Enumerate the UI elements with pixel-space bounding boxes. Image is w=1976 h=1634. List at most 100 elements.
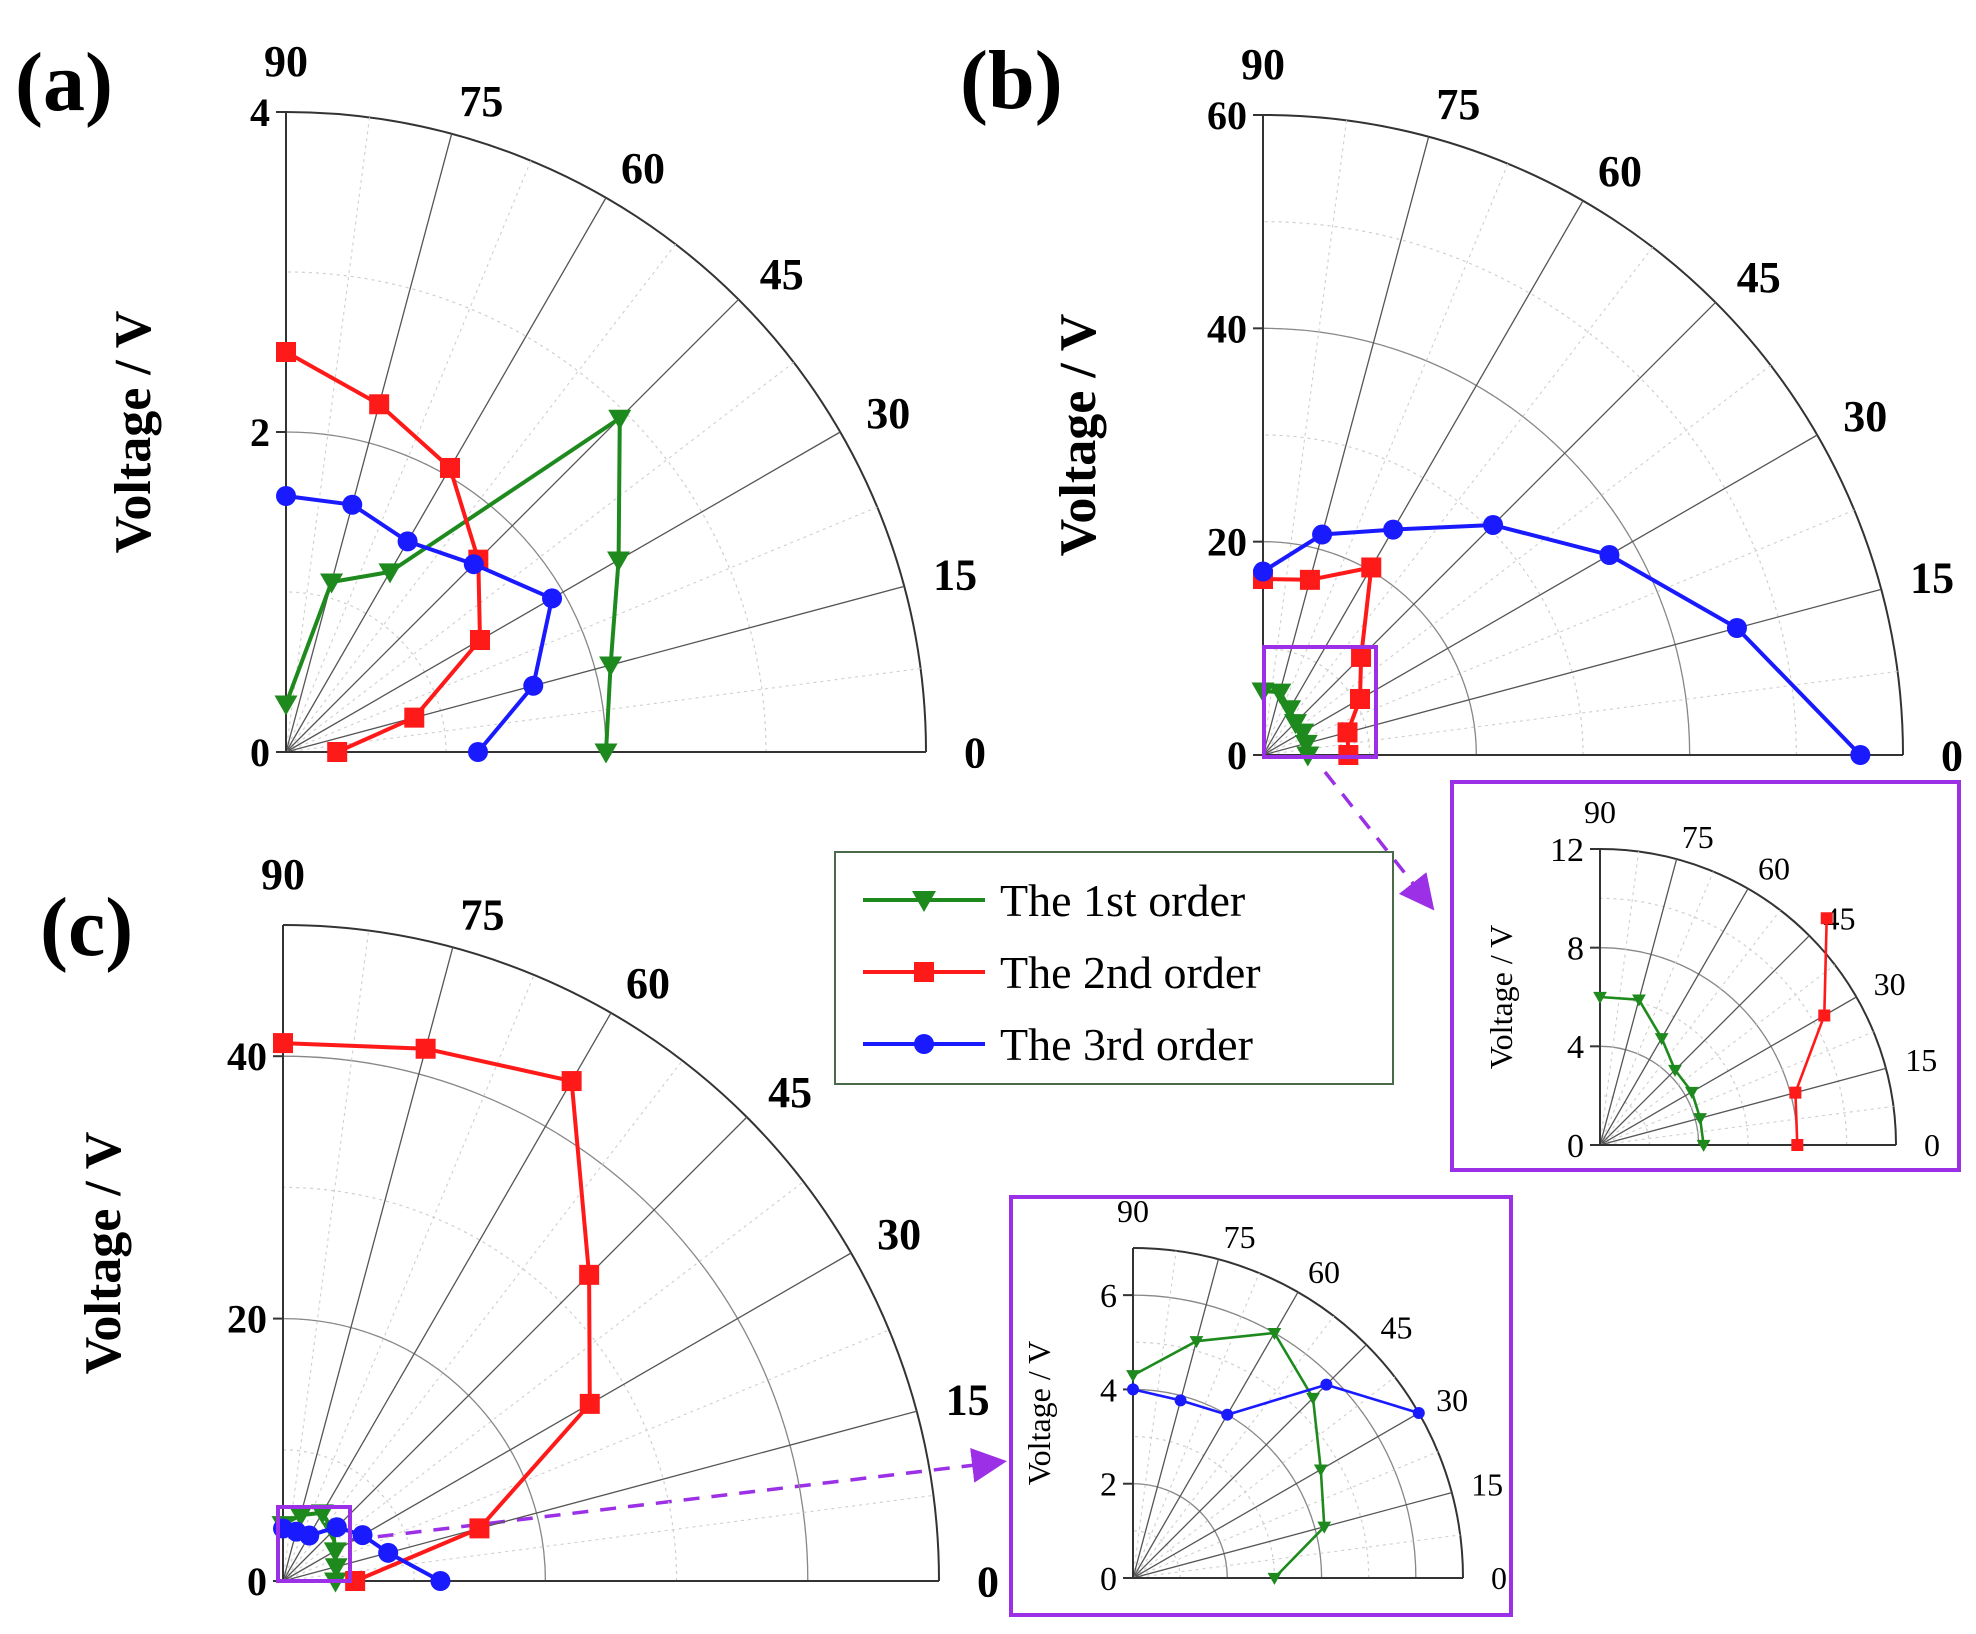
data-point-circle <box>1850 745 1871 765</box>
radial-spoke <box>282 1012 612 1582</box>
series-first <box>1126 1327 1332 1585</box>
connector-c <box>349 1447 1007 1542</box>
data-point-triangle <box>608 409 632 430</box>
r-tick-label: 60 <box>1207 93 1247 138</box>
panel-a: 0 2 4 0 15 30 45 60 75 90 Voltage / V (a) <box>15 36 986 777</box>
data-point-square <box>1299 569 1320 590</box>
series-third <box>1127 1378 1425 1421</box>
zoom-box-c <box>276 1505 352 1583</box>
data-point-circle <box>430 1571 451 1591</box>
r-tick-label: 2 <box>250 410 270 455</box>
radial-spoke <box>285 431 841 753</box>
angle-tick-label: 30 <box>877 1210 921 1259</box>
y-axis-label: Voltage / V <box>75 1132 132 1375</box>
angle-tick-label: 30 <box>866 389 910 438</box>
angle-tick-label: 15 <box>933 551 977 600</box>
angle-tick-label: 60 <box>1308 1254 1340 1290</box>
legend-marker-triangle <box>912 891 936 912</box>
angle-tick-label: 0 <box>977 1557 999 1606</box>
angle-tick-label: 45 <box>760 250 804 299</box>
panel-label: (c) <box>40 881 133 974</box>
r-tick-label: 0 <box>1567 1128 1584 1165</box>
data-point-circle <box>523 675 544 696</box>
angle-tick-label: 90 <box>1584 794 1616 830</box>
panel-label: (b) <box>960 34 1063 127</box>
minor-spoke <box>282 930 370 1582</box>
angle-tick-label: 0 <box>1941 731 1963 780</box>
minor-spoke <box>1599 1105 1894 1146</box>
data-point-triangle <box>1696 1139 1711 1152</box>
data-point-square <box>561 1071 582 1092</box>
data-point-square <box>579 1264 600 1285</box>
minor-spoke <box>1262 509 1855 756</box>
data-point-circle <box>468 742 488 762</box>
minor-spoke <box>282 974 535 1582</box>
angle-tick-label: 75 <box>1224 1219 1256 1255</box>
radial-spoke <box>1262 434 1818 756</box>
data-point-circle <box>1312 524 1333 545</box>
r-tick-label: 4 <box>250 90 270 135</box>
angle-tick-label: 30 <box>1436 1382 1468 1418</box>
radial-spoke <box>1262 136 1430 756</box>
data-point-triangle <box>1267 1327 1282 1340</box>
inset-connectors <box>349 770 1435 1542</box>
legend: The 1st order The 2nd order The 3rd order <box>834 851 1394 1085</box>
minor-spoke <box>1262 246 1654 756</box>
minor-grid-arc <box>1599 897 1848 1146</box>
data-point-circle <box>342 494 363 515</box>
inset-frame-c_inset <box>1009 1195 1513 1617</box>
angle-tick-label: 15 <box>1471 1466 1503 1502</box>
r-tick-label: 6 <box>1100 1278 1117 1315</box>
data-point-square <box>327 742 348 762</box>
radial-spoke <box>1599 996 1857 1146</box>
r-tick-label: 40 <box>1207 306 1247 351</box>
data-point-circle <box>397 531 418 552</box>
radial-spoke <box>1132 1412 1420 1579</box>
data-point-triangle <box>1317 1521 1332 1534</box>
radial-spoke <box>1599 888 1749 1146</box>
r-tick-label: 4 <box>1567 1029 1584 1066</box>
data-point-square <box>1351 646 1372 667</box>
data-point-triangle <box>599 656 623 677</box>
radial-spoke <box>1262 588 1882 756</box>
series-third <box>1253 514 1871 765</box>
data-point-square <box>369 394 390 415</box>
data-point-circle <box>1253 561 1273 582</box>
legend-label: The 1st order <box>1000 875 1245 926</box>
r-tick-label: 0 <box>247 1559 267 1604</box>
angle-tick-label: 0 <box>1924 1127 1940 1163</box>
data-point-triangle <box>1632 994 1646 1007</box>
zoom-box-b <box>1262 645 1378 759</box>
radial-spoke <box>285 298 740 753</box>
data-point-circle <box>326 1517 347 1538</box>
data-point-triangle <box>1693 1113 1707 1126</box>
minor-spoke <box>285 667 921 753</box>
data-point-triangle <box>1278 700 1302 721</box>
angle-tick-label: 15 <box>1905 1042 1937 1078</box>
data-point-triangle <box>1126 1370 1140 1383</box>
r-tick-label: 4 <box>1100 1372 1117 1409</box>
minor-spoke <box>282 1181 804 1582</box>
panel-label: (a) <box>15 36 113 129</box>
data-point-square <box>1789 1086 1802 1099</box>
series-first <box>274 409 632 764</box>
r-tick-label: 20 <box>227 1297 267 1342</box>
data-point-square <box>1818 1009 1831 1022</box>
data-point-circle <box>1320 1378 1333 1391</box>
data-point-triangle <box>324 1558 348 1579</box>
minor-grid-arc <box>282 1449 415 1582</box>
minor-spoke <box>285 117 371 753</box>
data-point-circle <box>1726 618 1747 639</box>
minor-spoke <box>1262 163 1509 756</box>
series-line <box>1794 918 1828 1146</box>
angle-tick-label: 75 <box>1682 819 1714 855</box>
angle-tick-label: 90 <box>1117 1193 1149 1229</box>
angle-tick-label: 75 <box>459 77 503 126</box>
angle-tick-label: 15 <box>946 1375 990 1424</box>
r-tick-label: 0 <box>250 730 270 775</box>
data-point-circle <box>276 486 296 506</box>
radial-spoke <box>282 1252 852 1582</box>
data-point-triangle <box>1654 1033 1669 1046</box>
minor-spoke <box>1132 1315 1335 1579</box>
